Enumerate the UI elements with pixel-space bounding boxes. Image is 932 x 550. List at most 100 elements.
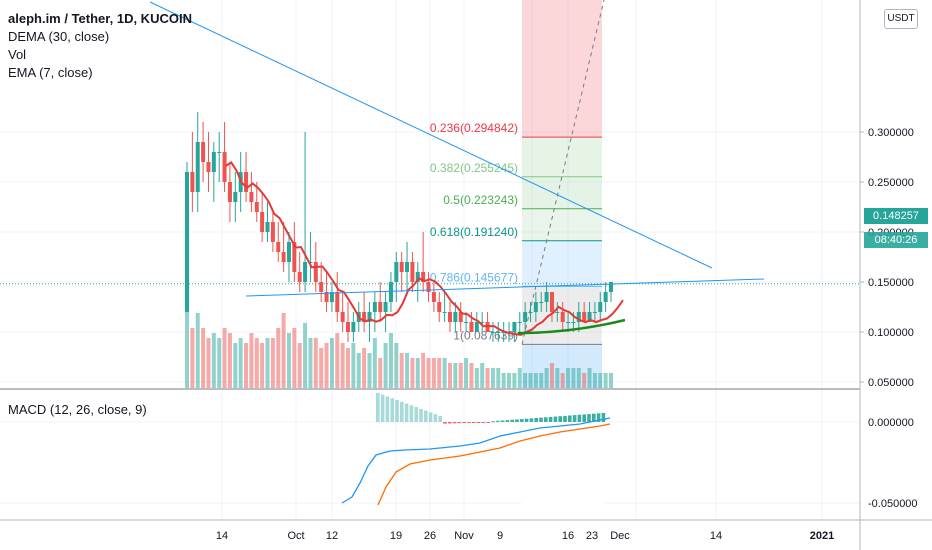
candle-body-69 xyxy=(555,312,560,313)
volume-bar-3 xyxy=(201,328,206,388)
volume-bar-24 xyxy=(313,338,318,388)
candle-body-4 xyxy=(206,162,211,172)
candle-body-30 xyxy=(346,322,351,332)
candle-body-73 xyxy=(576,312,581,322)
countdown-badge: 08:40:26 xyxy=(864,232,928,248)
volume-bar-27 xyxy=(329,338,334,388)
macd-line xyxy=(341,417,611,504)
macd-hist-bar-45 xyxy=(592,413,596,422)
time-tick-label-2: 12 xyxy=(326,530,338,542)
macd-hist-bar-33 xyxy=(534,417,538,422)
volume-bar-58 xyxy=(496,368,501,388)
indicator-vol-label[interactable]: Vol xyxy=(8,47,27,62)
macd-hist-bar-21 xyxy=(476,422,481,423)
symbol-title[interactable]: aleph.im / Tether, 1D, KUCOIN xyxy=(8,11,192,26)
volume-bar-64 xyxy=(528,373,533,388)
macd-hist-bar-31 xyxy=(524,418,529,422)
volume-bar-79 xyxy=(609,373,613,388)
volume-bar-37 xyxy=(383,343,388,388)
macd-hist-bar-20 xyxy=(472,422,476,423)
volume-bar-18 xyxy=(281,313,286,388)
volume-bar-65 xyxy=(533,373,538,388)
time-tick-label-5: Nov xyxy=(454,530,474,542)
indicator-ema-label[interactable]: EMA (7, close) xyxy=(8,65,93,80)
volume-bar-25 xyxy=(319,348,324,388)
candle-body-75 xyxy=(587,312,592,322)
volume-bar-76 xyxy=(592,373,597,388)
volume-bar-57 xyxy=(490,368,495,388)
candle-body-61 xyxy=(512,322,517,332)
volume-bar-0 xyxy=(185,298,189,388)
volume-bar-43 xyxy=(415,358,420,388)
volume-bar-7 xyxy=(222,328,227,388)
candle-body-36 xyxy=(378,302,383,312)
macd-hist-bar-8 xyxy=(414,407,418,422)
volume-bar-6 xyxy=(217,338,222,388)
macd-hist-bar-17 xyxy=(457,422,462,424)
candle-body-21 xyxy=(297,272,302,282)
volume-bar-50 xyxy=(453,363,458,388)
candle-body-2 xyxy=(195,142,200,192)
volume-bar-46 xyxy=(431,358,436,388)
candle-body-7 xyxy=(222,152,227,182)
candle-body-26 xyxy=(324,292,329,302)
fib-zone-3 xyxy=(522,240,602,287)
indicator-dema-label[interactable]: DEMA (30, close) xyxy=(8,29,110,44)
macd-hist-bar-27 xyxy=(505,420,510,422)
price-tick-label-1: 0.250000 xyxy=(868,177,914,189)
price-tick-label-5: 0.050000 xyxy=(868,377,914,389)
volume-bar-62 xyxy=(517,368,522,388)
volume-bar-48 xyxy=(442,358,447,388)
macd-hist-bar-15 xyxy=(448,422,452,424)
candle-body-72 xyxy=(571,322,576,323)
candle-body-31 xyxy=(351,322,356,332)
candle-body-5 xyxy=(211,152,216,172)
volume-bar-20 xyxy=(292,328,297,388)
volume-bar-53 xyxy=(469,363,474,388)
volume-bar-51 xyxy=(458,363,463,388)
candle-body-54 xyxy=(474,322,479,332)
candle-body-27 xyxy=(329,292,334,302)
macd-hist-bar-16 xyxy=(452,422,457,424)
macd-label[interactable]: MACD (12, 26, close, 9) xyxy=(8,402,147,417)
signal-line xyxy=(377,423,611,506)
volume-bar-17 xyxy=(276,328,281,388)
volume-bar-2 xyxy=(195,313,200,388)
candle-body-13 xyxy=(254,202,259,212)
volume-bar-5 xyxy=(211,333,216,388)
candle-body-62 xyxy=(517,322,522,323)
candle-body-55 xyxy=(480,322,485,323)
candle-body-74 xyxy=(582,312,587,322)
price-tick-label-3: 0.150000 xyxy=(868,277,914,289)
volume-bar-59 xyxy=(501,373,506,388)
time-tick-label-8: 23 xyxy=(586,530,598,542)
volume-bar-40 xyxy=(399,353,404,388)
time-tick-label-0: 14 xyxy=(216,530,228,542)
macd-hist-bar-40 xyxy=(568,415,572,422)
macd-hist-bar-35 xyxy=(544,417,548,422)
macd-tick-label-1: -0.050000 xyxy=(868,498,918,510)
candle-body-25 xyxy=(319,282,324,292)
candle-body-8 xyxy=(227,182,232,202)
volume-bar-14 xyxy=(260,343,265,388)
volume-bar-55 xyxy=(480,363,485,388)
candle-body-22 xyxy=(303,262,308,282)
candle-body-35 xyxy=(372,302,377,312)
macd-hist-bar-18 xyxy=(462,422,466,423)
candle-body-40 xyxy=(399,262,404,272)
fib-label-0: 0.236(0.294842) xyxy=(430,121,518,135)
currency-unit-button[interactable]: USDT xyxy=(884,9,918,29)
volume-bar-36 xyxy=(378,358,383,388)
macd-tick-label-0: 0.000000 xyxy=(868,417,914,429)
macd-hist-bar-0 xyxy=(376,392,380,422)
candle-body-24 xyxy=(313,262,318,282)
candle-body-14 xyxy=(260,212,265,232)
fib-label-4: 0.786(0.145677) xyxy=(430,270,518,284)
macd-hist-bar-34 xyxy=(539,417,543,422)
last-price-badge: 0.148257 xyxy=(864,208,928,224)
candle-body-57 xyxy=(490,332,495,333)
candle-body-71 xyxy=(566,322,571,323)
candle-body-39 xyxy=(394,262,399,282)
volume-bar-63 xyxy=(523,373,528,388)
